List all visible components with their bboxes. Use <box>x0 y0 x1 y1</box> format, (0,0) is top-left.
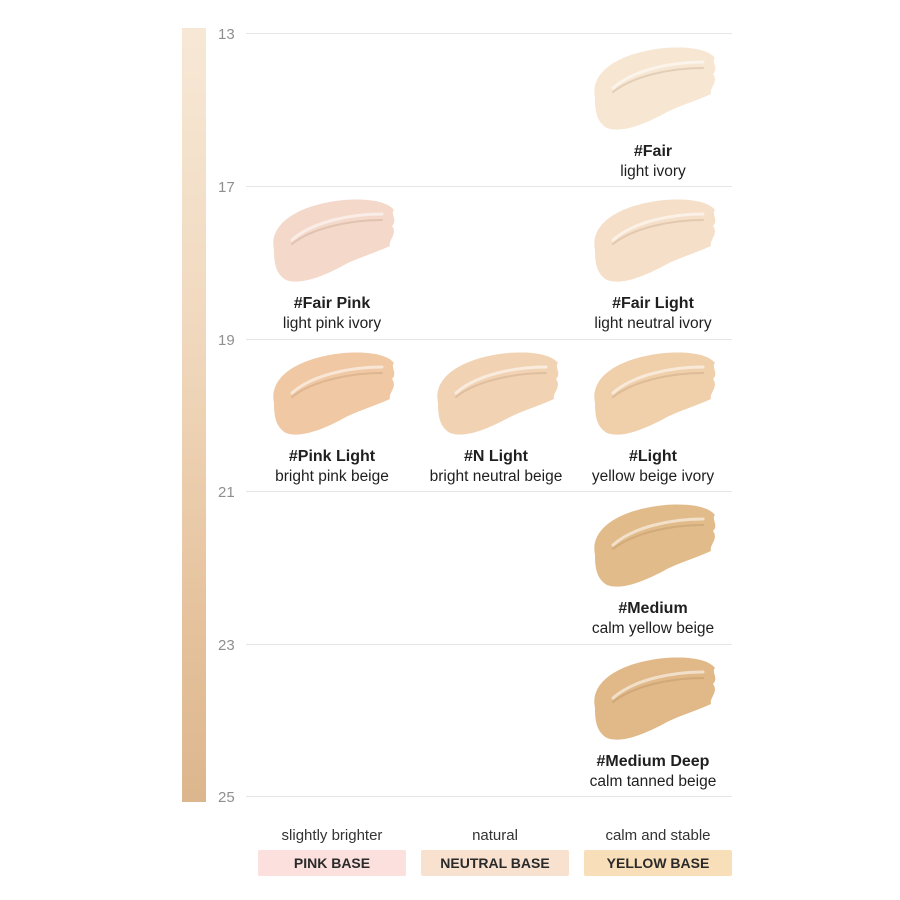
shade-pink-light[interactable]: #Pink Light bright pink beige <box>252 345 412 487</box>
tick-label-25: 25 <box>218 789 235 806</box>
base-caption: natural <box>472 827 518 844</box>
shade-n-light[interactable]: #N Light bright neutral beige <box>416 345 576 487</box>
grid-line <box>246 796 732 797</box>
swatch-n-light-icon <box>437 352 559 435</box>
tick-label-13: 13 <box>218 26 235 43</box>
shade-medium[interactable]: #Medium calm yellow beige <box>573 497 733 639</box>
shade-depth-gradient-bar <box>182 28 206 802</box>
shade-name: #N Light <box>464 448 528 465</box>
tick-label-19: 19 <box>218 332 235 349</box>
grid-line <box>246 491 732 492</box>
shade-description: yellow beige ivory <box>591 468 715 485</box>
shade-description: calm yellow beige <box>591 620 715 637</box>
neutral-base-badge[interactable]: NEUTRAL BASE <box>421 850 569 876</box>
shade-name: #Fair <box>633 143 673 160</box>
shade-description: bright pink beige <box>275 468 389 485</box>
shade-fair-light[interactable]: #Fair Light light neutral ivory <box>573 192 733 334</box>
shade-fair[interactable]: #Fair light ivory <box>573 40 733 182</box>
pink-base-badge[interactable]: PINK BASE <box>258 850 406 876</box>
swatch-fair-icon <box>594 47 716 130</box>
swatch-pink-light-icon <box>273 352 395 435</box>
swatch-medium-deep-icon <box>594 657 716 740</box>
yellow-base-column: calm and stable YELLOW BASE <box>584 826 732 876</box>
shade-description: bright neutral beige <box>429 468 563 485</box>
shade-light[interactable]: #Light yellow beige ivory <box>573 345 733 487</box>
grid-line <box>246 186 732 187</box>
tick-label-17: 17 <box>218 179 235 196</box>
pink-base-column: slightly brighter PINK BASE <box>258 826 406 876</box>
grid-line <box>246 33 732 34</box>
base-caption: calm and stable <box>605 827 711 844</box>
shade-medium-deep[interactable]: #Medium Deep calm tanned beige <box>573 650 733 792</box>
grid-line <box>246 644 732 645</box>
yellow-base-badge[interactable]: YELLOW BASE <box>584 850 732 876</box>
shade-name: #Medium <box>618 600 688 617</box>
shade-name: #Pink Light <box>288 448 376 465</box>
swatch-medium-icon <box>594 504 716 587</box>
shade-description: calm tanned beige <box>589 773 717 790</box>
swatch-fair-light-icon <box>594 199 716 282</box>
shade-fair-pink[interactable]: #Fair Pink light pink ivory <box>252 192 412 334</box>
base-caption: slightly brighter <box>281 827 383 844</box>
tick-label-21: 21 <box>218 484 235 501</box>
shade-name: #Light <box>629 448 677 465</box>
shade-name: #Medium Deep <box>596 753 710 770</box>
grid-line <box>246 339 732 340</box>
shade-description: light ivory <box>620 163 686 180</box>
tick-label-23: 23 <box>218 637 235 654</box>
shade-description: light neutral ivory <box>594 315 712 332</box>
shade-name: #Fair Pink <box>293 295 371 312</box>
swatch-fair-pink-icon <box>273 199 395 282</box>
shade-name: #Fair Light <box>612 295 694 312</box>
neutral-base-column: natural NEUTRAL BASE <box>421 826 569 876</box>
shade-description: light pink ivory <box>282 315 382 332</box>
swatch-light-icon <box>594 352 716 435</box>
